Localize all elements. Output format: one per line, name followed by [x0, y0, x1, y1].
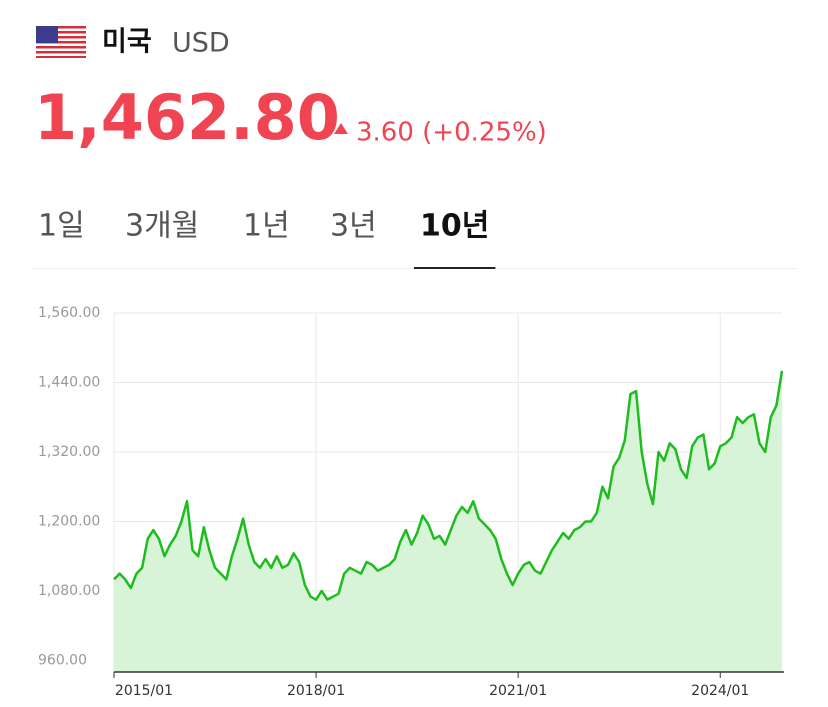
currency: USD: [172, 28, 230, 59]
tab[interactable]: 1일: [38, 209, 85, 244]
chart: 960.00 1,080.00 1,200.00 1,320.00 1,440.00 1,…: [38, 305, 784, 699]
tab[interactable]: 10년: [420, 209, 489, 244]
tab-underline: [414, 267, 496, 269]
price: 1,462.80: [34, 81, 340, 154]
us-flag: [36, 26, 86, 58]
y-tick-label: 960.00: [38, 652, 87, 668]
area: [114, 370, 782, 672]
y-tick-label: 1,200.00: [38, 513, 100, 529]
tab-bar: 1일 3개월 1년 3년 10년: [38, 209, 496, 269]
line: [113, 370, 784, 601]
tab[interactable]: 3년: [330, 209, 377, 244]
change: 3.60 (+0.25%): [356, 118, 547, 148]
x-tick-label: 2021/01: [489, 683, 547, 699]
x-tick-label: 2018/01: [287, 683, 345, 699]
y-tick-label: 1,560.00: [38, 305, 100, 321]
x-tick-label: 2024/01: [691, 683, 749, 699]
country: 미국: [102, 27, 152, 58]
tab[interactable]: 3개월: [125, 209, 199, 244]
tab[interactable]: 1년: [243, 209, 290, 244]
up-arrow: [334, 123, 348, 134]
y-tick-label: 1,080.00: [38, 583, 100, 599]
y-tick-label: 1,320.00: [38, 444, 100, 460]
y-tick-label: 1,440.00: [38, 374, 100, 390]
x-tick-label: 2015/01: [115, 683, 173, 699]
